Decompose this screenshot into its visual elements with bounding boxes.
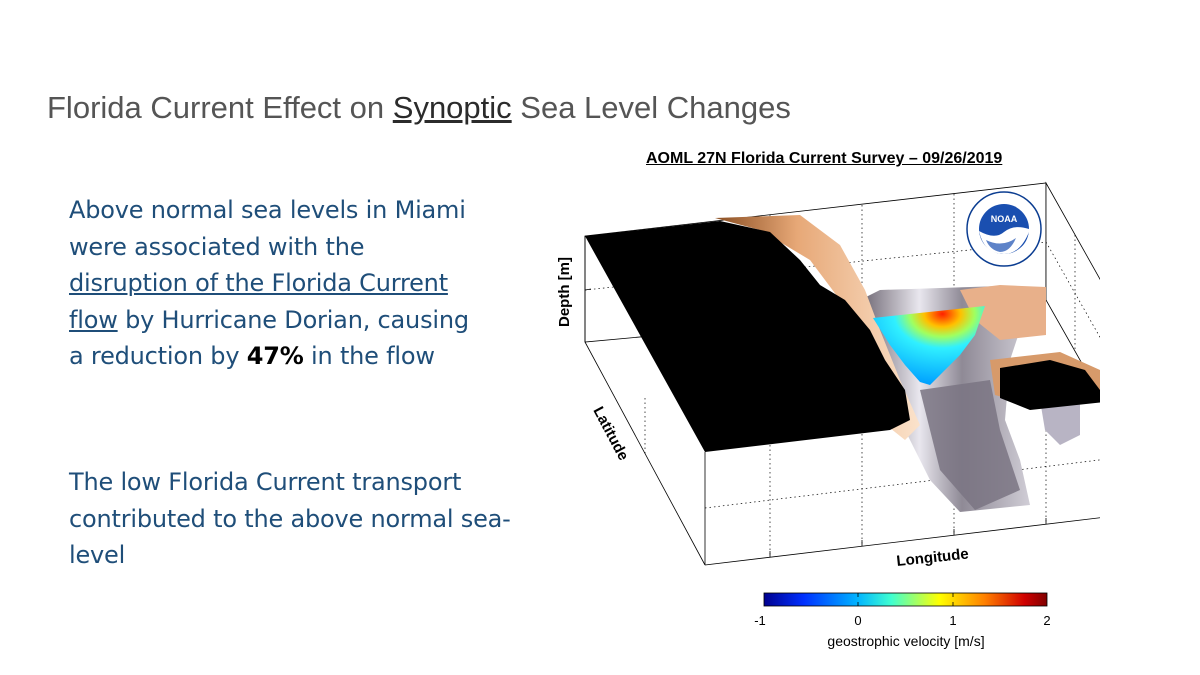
colorbar: -1 0 1 2 geostrophic velocity [m/s] (754, 592, 1051, 649)
paragraph-dorian-effect: Above normal sea levels in Miami were as… (69, 192, 539, 375)
p1-line2: were associated with the (69, 232, 365, 261)
colorbar-tick-0: 0 (854, 613, 861, 628)
colorbar-tick-2: 2 (1043, 613, 1050, 628)
reduction-percent: 47% (246, 342, 304, 370)
longitude-axis-label: Longitude (896, 545, 970, 569)
channel-slope (920, 380, 1020, 510)
colorbar-tick-neg1: -1 (754, 613, 766, 628)
disruption-link-line1[interactable]: disruption of the Florida Current (69, 269, 448, 297)
figure-title: AOML 27N Florida Current Survey – 09/26/… (646, 150, 1003, 167)
p1-line5-after: in the flow (303, 342, 435, 370)
colorbar-tick-1: 1 (949, 613, 956, 628)
colorbar-label: geostrophic velocity [m/s] (827, 633, 984, 649)
p1-line5-before: a reduction by (69, 342, 247, 370)
title-part-3: Sea Level Changes (511, 90, 791, 125)
noaa-logo: NOAA (966, 191, 1042, 267)
latitude-axis-label: Latitude (589, 404, 631, 463)
paragraph-transport: The low Florida Current transport contri… (69, 468, 511, 569)
survey-figure: NOAA Depth [m] Latitude Longitude -1 0 1… (556, 181, 1100, 649)
velocity-section (873, 306, 985, 385)
disruption-link-line2[interactable]: flow (69, 305, 118, 334)
slide-title: Florida Current Effect on Synoptic Sea L… (47, 90, 791, 126)
p1-line1: Above normal sea levels in Miami (69, 196, 466, 224)
florida-landmass (585, 221, 910, 452)
title-synoptic-underlined: Synoptic (392, 90, 512, 125)
noaa-logo-text: NOAA (991, 214, 1018, 224)
depth-axis-label: Depth [m] (556, 257, 573, 327)
bahamas-landmass (1000, 360, 1100, 410)
shelf-east (960, 285, 1046, 340)
p1-after-link: by Hurricane Dorian, causing (117, 305, 469, 334)
title-part-1: Florida Current Effect on (47, 90, 393, 125)
